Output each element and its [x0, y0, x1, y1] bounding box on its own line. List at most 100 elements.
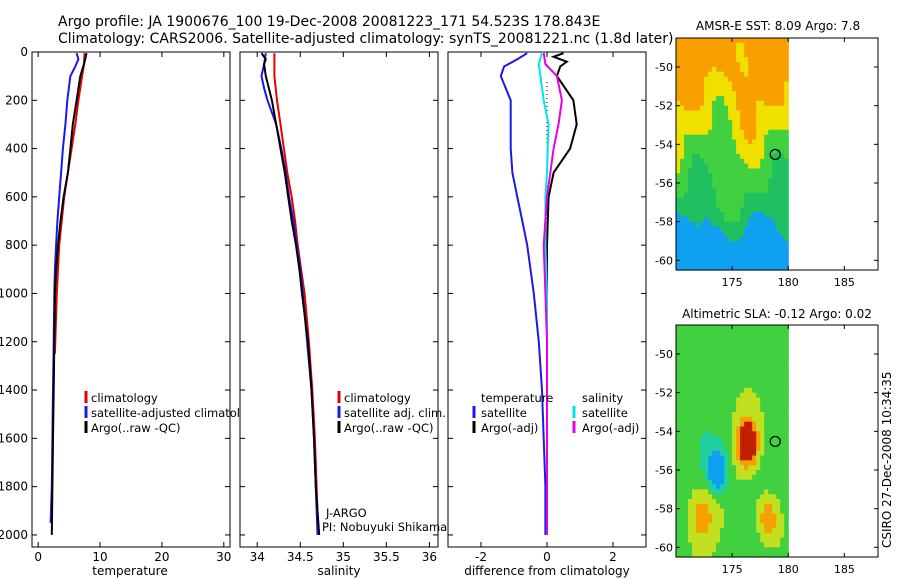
map-cell [772, 105, 777, 112]
map-cell [776, 532, 781, 539]
map-cell [720, 216, 725, 223]
map-cell [768, 202, 773, 208]
map-cell [700, 255, 705, 261]
map-cell [784, 460, 789, 466]
map-cell [704, 183, 709, 189]
map-cell [720, 255, 725, 261]
map-cell [696, 134, 701, 141]
map-cell [724, 349, 729, 355]
map-cell [676, 329, 681, 336]
map-cell [756, 187, 761, 194]
map-cell [772, 207, 777, 213]
map-cell [732, 216, 737, 223]
map-cell [692, 407, 697, 413]
map-cell [776, 42, 781, 49]
map-cell [740, 431, 745, 437]
map-cell [748, 441, 753, 447]
map-cell [740, 231, 745, 237]
map-cell [744, 441, 749, 447]
map-cell [780, 202, 785, 208]
map-cell [716, 518, 721, 524]
map-cell [692, 489, 697, 495]
map-cell [752, 325, 757, 331]
map-cell [776, 144, 781, 150]
map-cell [768, 260, 773, 266]
map-cell [784, 455, 789, 461]
map-cell [784, 129, 789, 136]
map-cell [776, 450, 781, 457]
map-cell [748, 231, 753, 237]
map-cell [740, 450, 745, 457]
map-cell [744, 431, 749, 437]
map-cell [696, 250, 701, 257]
map-cell [748, 397, 753, 403]
map-cell [768, 329, 773, 336]
map-cell [752, 144, 757, 150]
map-cell [700, 110, 705, 116]
map-cell [764, 241, 769, 247]
map-cell [688, 450, 693, 457]
map-cell [692, 178, 697, 184]
map-cell [784, 212, 789, 218]
map-cell [752, 378, 757, 384]
map-cell [700, 71, 705, 78]
map-cell [684, 115, 689, 121]
map-cell [728, 470, 733, 476]
map-cell [776, 387, 781, 394]
map-cell [708, 100, 713, 107]
map-cell [740, 163, 745, 170]
map-cell [692, 129, 697, 136]
map-cell [776, 86, 781, 92]
map-cell [720, 154, 725, 160]
map-cell [676, 129, 681, 136]
map-cell [728, 187, 733, 194]
map-cell [680, 339, 685, 345]
map-cell [760, 373, 765, 379]
map-cell [724, 91, 729, 97]
map-cell [736, 513, 741, 519]
map-cell [696, 325, 701, 331]
map-cell [728, 499, 733, 505]
map-cell [744, 129, 749, 136]
map-cell [712, 513, 717, 519]
map-cell [740, 426, 745, 432]
map-cell [712, 62, 717, 68]
map-cell [720, 96, 725, 102]
xtick-label: 0 [543, 550, 551, 564]
temperature-legend-satellite: satellite-adjusted climatology [91, 406, 261, 420]
map-cell [680, 178, 685, 184]
map-cell [680, 105, 685, 112]
map-cell [696, 387, 701, 394]
map-cell [680, 144, 685, 150]
map-cell [708, 168, 713, 174]
map-cell [772, 134, 777, 141]
map-cell [784, 349, 789, 355]
map-cell [748, 250, 753, 257]
map-cell [724, 207, 729, 213]
map-cell [760, 465, 765, 471]
map-cell [752, 260, 757, 266]
map-cell [752, 42, 757, 49]
map-cell [756, 260, 761, 266]
map-cell [756, 115, 761, 121]
map-cell [696, 518, 701, 524]
map-cell [680, 387, 685, 394]
map-cell [680, 460, 685, 466]
map-cell [676, 383, 681, 389]
map-cell [732, 245, 737, 252]
map-cell [728, 339, 733, 345]
map-cell [736, 158, 741, 165]
map-cell [752, 250, 757, 257]
map-cell [712, 407, 717, 413]
map-cell [756, 489, 761, 495]
map-cell [728, 221, 733, 228]
map-cell [764, 416, 769, 423]
map-cell [684, 236, 689, 242]
map-cell [716, 221, 721, 228]
map-cell [744, 397, 749, 403]
map-cell [732, 236, 737, 242]
map-cell [708, 387, 713, 394]
map-cell [780, 499, 785, 505]
map-cell [720, 163, 725, 170]
